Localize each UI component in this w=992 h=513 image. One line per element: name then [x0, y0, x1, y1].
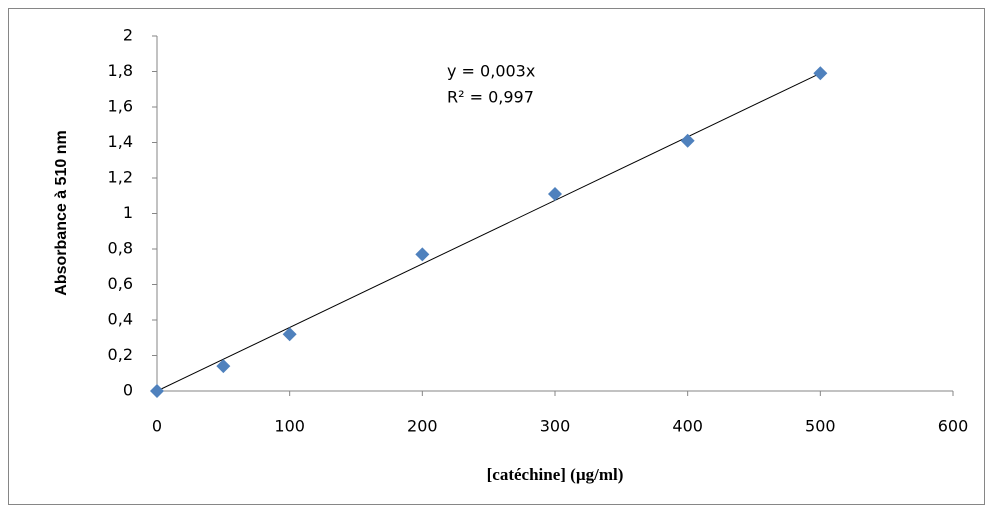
- y-tick-label: 1,4: [108, 132, 133, 151]
- y-tick-label: 1,6: [108, 97, 133, 116]
- x-tick-label: 200: [407, 417, 438, 436]
- y-tick-label: 0,8: [108, 239, 133, 258]
- y-tick-label: 1: [123, 203, 133, 222]
- data-point: [150, 384, 164, 398]
- x-tick-label: 300: [540, 417, 571, 436]
- y-tick-label: 2: [123, 26, 133, 45]
- x-tick-label: 600: [938, 417, 969, 436]
- y-tick-label: 0,6: [108, 274, 133, 293]
- x-tick-label: 400: [672, 417, 703, 436]
- data-point: [680, 133, 695, 148]
- data-point: [548, 186, 562, 201]
- y-tick-label: 0,2: [108, 345, 133, 364]
- x-tick-label: 0: [152, 417, 162, 436]
- trendline: [156, 72, 821, 392]
- y-tick-label: 0,4: [108, 310, 133, 329]
- y-tick-label: 1,8: [108, 61, 133, 80]
- y-axis-title: Absorbance à 510 nm: [53, 130, 70, 295]
- x-tick-label: 500: [805, 417, 836, 436]
- y-tick-label: 0: [123, 381, 133, 400]
- y-tick-label: 1,2: [108, 168, 133, 187]
- x-axis-title: [catéchine] (µg/ml): [487, 465, 624, 484]
- data-point: [813, 66, 828, 81]
- data-point: [282, 327, 297, 342]
- x-tick-label: 100: [274, 417, 305, 436]
- data-point: [415, 247, 430, 262]
- equation: y = 0,003x: [447, 62, 535, 81]
- r-squared: R² = 0,997: [447, 88, 534, 107]
- chart-border: [8, 8, 985, 505]
- data-point: [216, 359, 231, 374]
